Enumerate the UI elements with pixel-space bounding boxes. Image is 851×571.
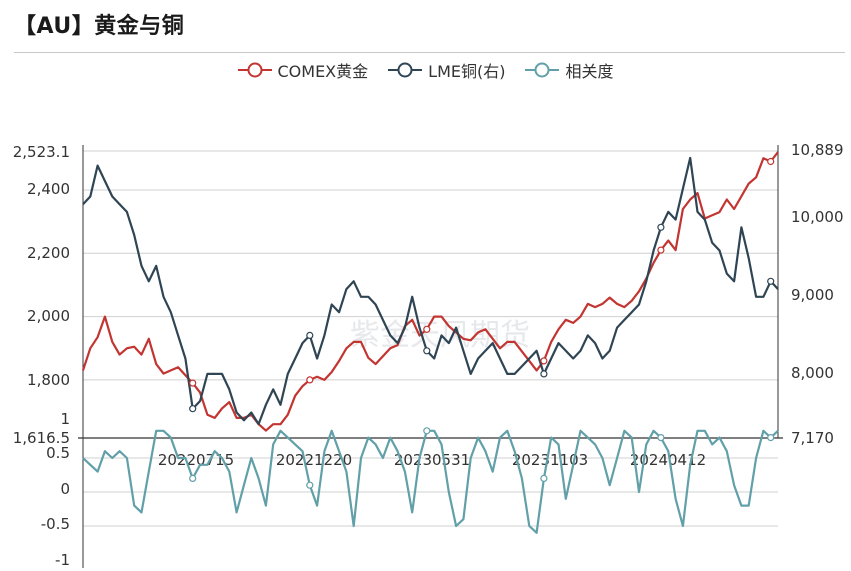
left-axis-ticks: 2,523.1 2,400 2,200 2,000 1,800 1,616.5: [13, 143, 70, 447]
legend-item-lme-copper[interactable]: LME铜(右): [388, 58, 505, 82]
left-tick-label: 1,616.5: [13, 429, 70, 447]
right-tick-label: 9,000: [791, 286, 834, 304]
data-point-marker: [540, 370, 548, 378]
data-point-marker: [657, 223, 665, 231]
right-tick-label: 10,889: [791, 141, 844, 159]
data-point-marker: [767, 157, 775, 166]
data-point-marker: [540, 474, 548, 482]
lower-tick-label: -1: [55, 551, 70, 569]
data-point-marker: [767, 277, 775, 285]
right-tick-label: 8,000: [791, 364, 834, 382]
comex-gold-line: [81, 151, 779, 432]
right-tick-label: 7,170: [791, 429, 834, 447]
legend-label: 相关度: [565, 62, 614, 81]
watermark: 紫金天风期货: [350, 318, 530, 353]
page-title: 【AU】黄金与铜: [14, 14, 185, 39]
data-point-marker: [306, 481, 314, 489]
x-tick-label: 20231103: [512, 451, 588, 469]
x-axis-labels: 20220715 20221220 20230531 20231103 2024…: [158, 451, 706, 469]
data-point-marker: [423, 325, 431, 333]
legend-label: COMEX黄金: [277, 62, 369, 81]
x-tick-label: 20230531: [394, 451, 470, 469]
data-point-marker: [189, 474, 197, 482]
lme-copper-line: [82, 156, 779, 426]
data-point-marker: [657, 246, 665, 254]
left-tick-label: 2,000: [27, 307, 70, 325]
data-point-marker: [657, 434, 665, 442]
chart-legend: COMEX黄金 LME铜(右) 相关度: [0, 58, 851, 82]
correlation-line: [82, 429, 779, 534]
line-marker-icon: [237, 62, 272, 78]
data-point-marker: [767, 434, 775, 442]
data-point-marker: [189, 405, 197, 413]
lower-tick-label: -0.5: [41, 515, 70, 533]
lower-axis-ticks: 1 0.5 0 -0.5 -1: [41, 410, 70, 569]
data-point-marker: [423, 427, 431, 435]
title-divider: [14, 52, 845, 53]
lower-tick-label: 0: [60, 480, 70, 498]
line-marker-icon: [525, 62, 560, 78]
right-axis-ticks: 10,889 10,000 9,000 8,000 7,170: [791, 141, 844, 447]
data-point-marker: [540, 357, 548, 365]
legend-item-correlation[interactable]: 相关度: [525, 58, 614, 82]
left-tick-label: 2,523.1: [13, 143, 70, 161]
right-tick-label: 10,000: [791, 208, 844, 226]
left-tick-label: 2,400: [27, 180, 70, 198]
line-marker-icon: [388, 62, 423, 78]
data-point-marker: [189, 379, 197, 387]
left-tick-label: 2,200: [27, 244, 70, 262]
axes: [78, 145, 783, 568]
lower-tick-label: 0.5: [46, 444, 70, 462]
data-point-marker: [306, 376, 314, 384]
legend-label: LME铜(右): [428, 62, 506, 81]
left-tick-label: 1,800: [27, 371, 70, 389]
marker-layer: [189, 157, 775, 489]
data-point-marker: [423, 347, 431, 355]
x-tick-label: 20240412: [630, 451, 706, 469]
x-tick-label: 20221220: [276, 451, 352, 469]
data-point-marker: [306, 331, 314, 339]
legend-item-comex-gold[interactable]: COMEX黄金: [237, 58, 369, 82]
lower-tick-label: 1: [60, 410, 70, 428]
